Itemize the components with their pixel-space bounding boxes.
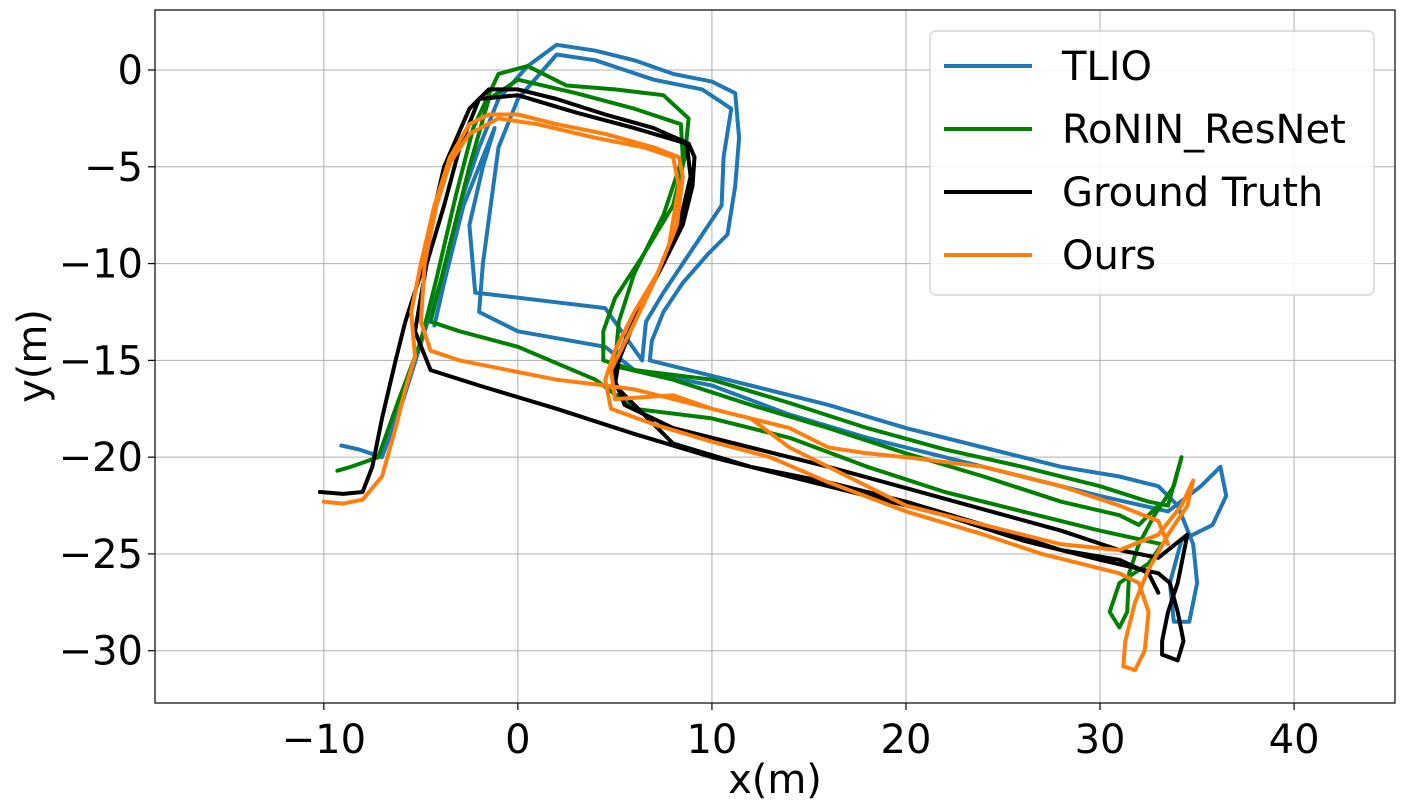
x-tick-label: 40 <box>1269 717 1320 763</box>
legend-box <box>929 30 1375 296</box>
series-line-ours <box>321 112 1196 673</box>
y-tick-label: −10 <box>59 242 143 288</box>
x-tick-label: −10 <box>282 717 366 763</box>
x-axis-label: x(m) <box>728 757 822 803</box>
x-tick-label: 30 <box>1075 717 1126 763</box>
legend-label-ground-truth: Ground Truth <box>1062 170 1323 216</box>
plot-frame <box>154 9 1396 704</box>
y-tick-label: −20 <box>59 435 143 481</box>
y-tick-label: −15 <box>59 338 143 384</box>
y-tick-label: 0 <box>118 48 143 94</box>
y-tick-label: −30 <box>59 629 143 675</box>
series-line-ronin-resnet <box>335 64 1184 630</box>
series-line-ground-truth <box>317 87 1190 663</box>
series-lines <box>317 42 1229 673</box>
legend-label-tlio: TLIO <box>1061 44 1152 90</box>
series-line-tlio <box>339 42 1229 624</box>
y-tick-label: −25 <box>59 532 143 578</box>
x-tick-label: 10 <box>686 717 737 763</box>
ticks: −10 0 10 20 30 40 0 −5 −10 −15 −20 −25 −30 <box>59 48 1320 763</box>
y-tick-label: −5 <box>84 145 143 191</box>
x-tick-label: 20 <box>881 717 932 763</box>
legend-label-ours: Ours <box>1062 233 1156 279</box>
legend: TLIO RoNIN_ResNet Ground Truth Ours <box>929 30 1375 296</box>
x-tick-label: 0 <box>505 717 530 763</box>
y-axis-label: y(m) <box>10 309 56 403</box>
legend-label-ronin-resnet: RoNIN_ResNet <box>1062 107 1346 153</box>
